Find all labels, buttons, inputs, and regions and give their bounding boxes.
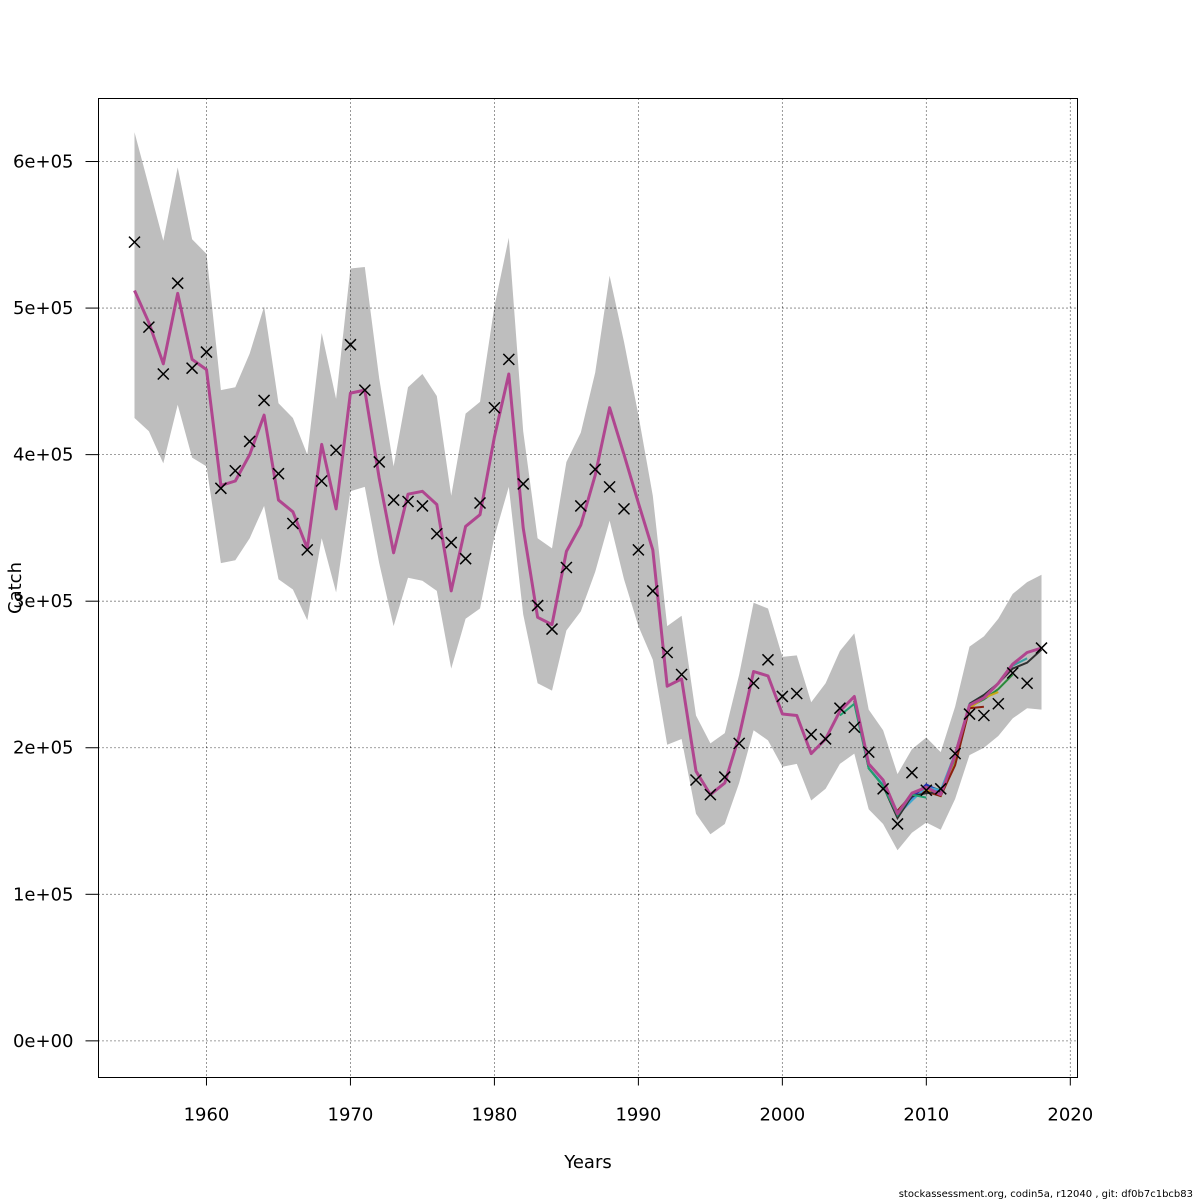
- observed-catch-point: [560, 561, 573, 574]
- observed-catch-point: [286, 517, 299, 530]
- x-tick-label: 2000: [759, 1105, 805, 1126]
- observed-catch-point: [718, 771, 731, 784]
- y-tick-label: 3e+05: [13, 591, 74, 612]
- observed-catch-point: [416, 499, 429, 512]
- observed-catch-point: [258, 394, 271, 407]
- observed-catch-point: [733, 737, 746, 750]
- observed-catch-point: [214, 482, 227, 495]
- observed-catch-point: [949, 747, 962, 760]
- observed-catch-point: [603, 480, 616, 493]
- observed-catch-point: [157, 367, 170, 381]
- observed-catch-point: [430, 527, 443, 540]
- observed-catch-point: [920, 784, 933, 797]
- observed-catch-point: [459, 552, 472, 565]
- plot-frame: [98, 98, 1078, 1078]
- observed-catch-point: [243, 435, 256, 448]
- observed-catch-point: [661, 646, 674, 659]
- observed-catch-point: [488, 401, 501, 414]
- y-tick-label: 6e+05: [13, 152, 74, 173]
- confidence-band: [134, 132, 1042, 851]
- x-tick-label: 2020: [1047, 1105, 1093, 1126]
- observed-catch-point: [445, 536, 458, 549]
- observed-catch-point: [142, 321, 155, 334]
- x-tick-label: 1970: [328, 1105, 374, 1126]
- observed-catch-point: [862, 746, 875, 759]
- observed-catch-point: [1006, 666, 1019, 680]
- x-tick-label: 2010: [903, 1105, 949, 1126]
- observed-catch-point: [387, 494, 400, 507]
- x-axis: 1960 1970 1980 1990 2000 2010 2020: [184, 1077, 1093, 1126]
- observed-catch-point: [891, 817, 904, 830]
- observed-catch-point: [776, 690, 789, 703]
- x-axis-title: Years: [563, 1152, 612, 1173]
- observed-catch-point: [186, 362, 199, 375]
- y-tick-label: 4e+05: [13, 445, 74, 466]
- observed-catch-point: [473, 496, 487, 510]
- footer-credit: stockassessment.org, codin5a, r12040 , g…: [899, 1189, 1193, 1200]
- observed-catch-point: [330, 444, 343, 457]
- observed-catch-point: [200, 346, 213, 359]
- observed-catch-point: [545, 623, 559, 636]
- x-tick-label: 1990: [615, 1105, 661, 1126]
- observed-catch-point: [790, 687, 803, 700]
- observed-catch-point: [531, 599, 544, 612]
- observed-catch-point: [833, 702, 846, 715]
- observed-catch-point: [344, 338, 357, 351]
- observed-catch-point: [761, 653, 774, 666]
- observed-catch-point: [589, 463, 602, 476]
- observed-catch-point: [646, 584, 659, 597]
- observed-catch-point: [502, 353, 515, 366]
- observed-catch-point: [877, 782, 890, 795]
- estimated-catch-line: [133, 289, 1042, 816]
- observed-catch-point: [675, 668, 688, 681]
- observed-catch-point: [315, 474, 328, 488]
- observed-catch-point: [963, 708, 976, 721]
- confidence-band-layer: [134, 132, 1042, 851]
- y-tick-label: 5e+05: [13, 298, 74, 319]
- observed-catch-point: [905, 766, 918, 779]
- observed-catch-point: [301, 543, 314, 556]
- x-tick-label: 1960: [184, 1105, 230, 1126]
- observed-catch-point: [632, 543, 645, 556]
- observed-catch-point: [848, 721, 861, 734]
- observed-catch-point: [229, 464, 242, 477]
- observed-catch-point: [977, 709, 990, 722]
- observed-catch-point: [1021, 677, 1034, 690]
- x-tick-label: 1980: [472, 1105, 518, 1126]
- observation-layer: [128, 236, 1048, 830]
- y-tick-label: 0e+00: [13, 1031, 74, 1052]
- observed-catch-point: [934, 782, 947, 795]
- observed-catch-point: [272, 467, 285, 480]
- observed-catch-point: [402, 495, 415, 508]
- observed-catch-point: [819, 732, 832, 745]
- observed-catch-point: [171, 277, 184, 290]
- observed-catch-point: [1035, 642, 1048, 655]
- observed-catch-point: [747, 677, 760, 690]
- observed-catch-point: [128, 236, 141, 249]
- observed-catch-point: [574, 499, 587, 512]
- y-tick-label: 2e+05: [13, 738, 74, 759]
- observed-catch-point: [704, 788, 717, 801]
- observed-catch-point: [805, 728, 818, 741]
- observed-catch-point: [992, 697, 1005, 710]
- y-tick-label: 1e+05: [13, 884, 74, 905]
- y-axis-title: Catch: [5, 562, 26, 614]
- y-axis: 0e+00 1e+05 2e+05 3e+05 4e+05 5e+05 6e+05: [13, 152, 99, 1052]
- observed-catch-point: [617, 502, 631, 515]
- observed-catch-point: [373, 455, 386, 468]
- observed-catch-point: [517, 477, 530, 490]
- observed-catch-point: [689, 773, 703, 787]
- observed-catch-point: [358, 384, 371, 397]
